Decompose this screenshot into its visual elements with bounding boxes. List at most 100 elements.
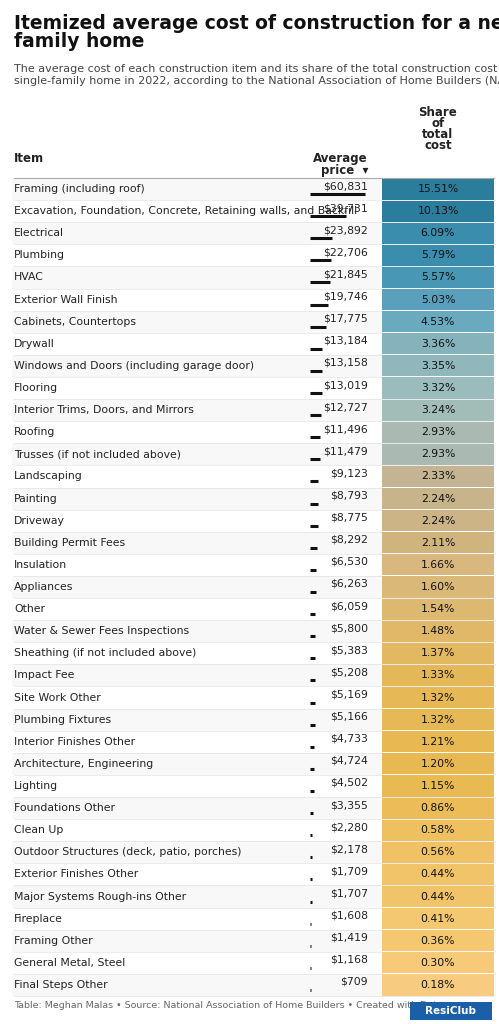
Text: $5,166: $5,166 [330,712,368,722]
Text: Interior Trims, Doors, and Mirrors: Interior Trims, Doors, and Mirrors [14,406,194,415]
Text: Painting: Painting [14,494,58,504]
Text: Electrical: Electrical [14,228,64,239]
Bar [382,289,494,310]
Bar [382,577,494,598]
Bar [382,930,494,951]
Text: $6,530: $6,530 [330,557,368,567]
Bar [382,621,494,642]
Text: 1.54%: 1.54% [421,604,455,614]
Text: $5,383: $5,383 [330,645,368,655]
Text: 0.36%: 0.36% [421,936,455,946]
Bar [12,487,496,510]
Text: price  ▾: price ▾ [321,164,368,177]
Bar [382,599,494,620]
Bar [12,753,496,775]
Text: Trusses (if not included above): Trusses (if not included above) [14,450,181,460]
Text: $1,168: $1,168 [330,954,368,965]
Text: Final Steps Other: Final Steps Other [14,980,108,990]
Text: Cabinets, Countertops: Cabinets, Countertops [14,316,136,327]
Text: Landscaping: Landscaping [14,471,83,481]
Bar [12,222,496,245]
Text: $22,706: $22,706 [323,248,368,257]
Text: 2.93%: 2.93% [421,427,455,437]
Text: Insulation: Insulation [14,560,67,570]
Text: 0.30%: 0.30% [421,957,455,968]
Bar [382,554,494,575]
Text: Framing Other: Framing Other [14,936,93,946]
Bar [382,422,494,442]
Text: $8,793: $8,793 [330,490,368,501]
Bar [382,443,494,465]
Bar [12,621,496,642]
Bar [382,378,494,398]
Text: $1,709: $1,709 [330,866,368,877]
Text: Itemized average cost of construction for a new U.S. single-: Itemized average cost of construction fo… [14,14,499,33]
Bar [382,754,494,774]
Bar [12,266,496,289]
Text: 0.41%: 0.41% [421,913,455,924]
Text: 5.57%: 5.57% [421,272,455,283]
Text: $21,845: $21,845 [323,269,368,280]
Text: family home: family home [14,32,144,51]
Text: Architecture, Engineering: Architecture, Engineering [14,759,153,769]
Text: General Metal, Steel: General Metal, Steel [14,957,125,968]
Text: $8,775: $8,775 [330,513,368,522]
Text: $19,746: $19,746 [323,292,368,302]
Text: 1.48%: 1.48% [421,627,455,636]
Text: $4,502: $4,502 [330,778,368,788]
Text: Plumbing: Plumbing [14,251,65,260]
Text: $6,059: $6,059 [330,601,368,611]
Text: Plumbing Fixtures: Plumbing Fixtures [14,715,111,725]
Text: 1.37%: 1.37% [421,648,455,658]
Text: single-family home in 2022, according to the National Association of Home Builde: single-family home in 2022, according to… [14,76,499,86]
Bar [382,510,494,531]
Text: $5,208: $5,208 [330,668,368,678]
Text: 0.44%: 0.44% [421,869,455,880]
Text: Lighting: Lighting [14,781,58,791]
Bar [410,1002,492,1020]
Text: Clean Up: Clean Up [14,825,63,836]
Text: $5,800: $5,800 [330,624,368,633]
Bar [382,201,494,222]
Text: 1.21%: 1.21% [421,736,455,746]
Bar [382,975,494,995]
Text: 0.44%: 0.44% [421,892,455,901]
Text: Fireplace: Fireplace [14,913,63,924]
Bar [382,488,494,509]
Text: 3.35%: 3.35% [421,360,455,371]
Bar [12,974,496,996]
Text: total: total [422,128,454,141]
Text: $6,263: $6,263 [330,579,368,589]
Bar [12,310,496,333]
Text: $13,184: $13,184 [323,336,368,346]
Text: Roofing: Roofing [14,427,55,437]
Bar [382,709,494,730]
Text: $1,419: $1,419 [330,933,368,943]
Text: Outdoor Structures (deck, patio, porches): Outdoor Structures (deck, patio, porches… [14,847,242,857]
Bar [382,798,494,818]
Text: Building Permit Fees: Building Permit Fees [14,538,125,548]
Text: Exterior Finishes Other: Exterior Finishes Other [14,869,138,880]
Text: ResiClub: ResiClub [426,1006,477,1016]
Text: Excavation, Foundation, Concrete, Retaining walls, and Backfill: Excavation, Foundation, Concrete, Retain… [14,206,357,216]
Text: 10.13%: 10.13% [417,206,459,216]
Bar [382,333,494,354]
Text: $1,608: $1,608 [330,910,368,921]
Text: 3.32%: 3.32% [421,383,455,393]
Text: 1.60%: 1.60% [421,582,455,592]
Bar [382,886,494,907]
Text: $1,707: $1,707 [330,889,368,898]
Text: Framing (including roof): Framing (including roof) [14,184,145,195]
Text: $5,169: $5,169 [330,689,368,699]
Text: Water & Sewer Fees Inspections: Water & Sewer Fees Inspections [14,627,189,636]
Bar [382,222,494,244]
Text: Other: Other [14,604,45,614]
Text: $12,727: $12,727 [323,402,368,412]
Text: 2.33%: 2.33% [421,471,455,481]
Text: $13,158: $13,158 [323,358,368,368]
Bar [382,355,494,377]
Bar [12,355,496,377]
Bar [382,687,494,708]
Bar [382,908,494,929]
Text: 15.51%: 15.51% [417,184,459,195]
